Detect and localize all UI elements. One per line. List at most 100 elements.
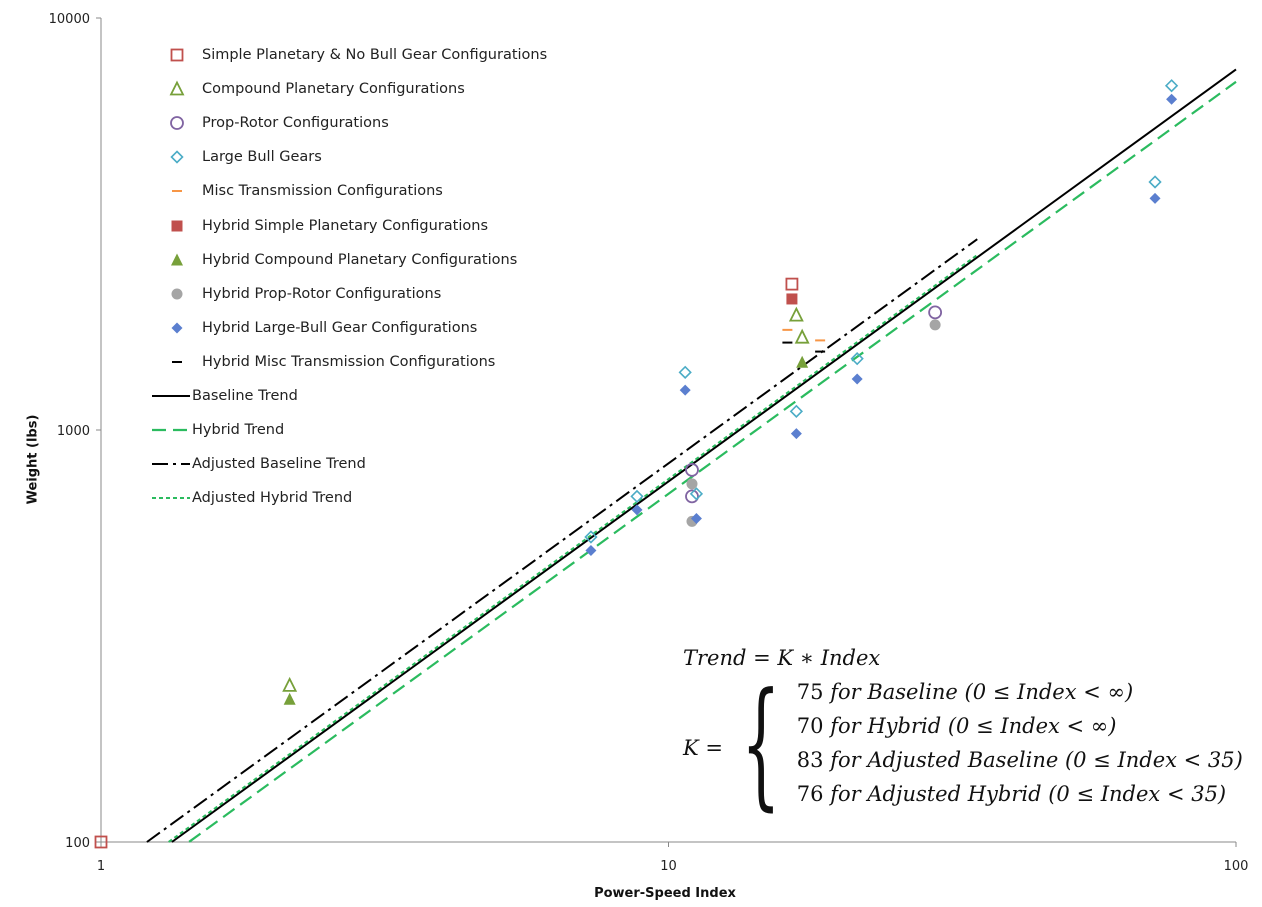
y-tick-label: 100 [65, 836, 90, 851]
formula-case-text: for Hybrid [823, 714, 948, 738]
legend-label: Adjusted Baseline Trend [192, 456, 366, 473]
formula-k: K = [683, 736, 723, 760]
trend-formula: Trend = K ∗ Index K = { 75 for Baseline … [683, 646, 1243, 816]
legend-item: Hybrid Prop-Rotor Configurations [166, 277, 547, 311]
formula-brace: { [741, 663, 781, 824]
formula-case-value: 76 [796, 782, 824, 806]
data-point [850, 352, 864, 366]
trend-line [188, 80, 1237, 843]
legend-item: Hybrid Large-Bull Gear Configurations [166, 311, 547, 345]
data-point [1164, 79, 1179, 93]
data-point [789, 404, 803, 418]
legend: Simple Planetary & No Bull Gear Configur… [152, 38, 547, 515]
legend-item: Large Bull Gears [166, 140, 547, 174]
data-point [1166, 93, 1178, 105]
trend-line [171, 68, 1237, 843]
formula-case-text: for Baseline [823, 680, 965, 704]
legend-symbol [172, 190, 182, 193]
legend-symbol [152, 428, 190, 432]
legend-marker [170, 48, 184, 62]
legend-label: Hybrid Compound Planetary Configurations [202, 251, 518, 268]
legend-item: Compound Planetary Configurations [166, 72, 547, 106]
legend-marker [171, 253, 183, 266]
x-tick-label: 100 [1224, 859, 1249, 874]
legend-symbol [171, 288, 183, 300]
legend-label: Misc Transmission Configurations [202, 183, 443, 200]
legend-item: Hybrid Compound Planetary Configurations [166, 243, 547, 277]
legend-item: Hybrid Simple Planetary Configurations [166, 208, 547, 242]
formula-case-text: for Adjusted Hybrid [823, 782, 1049, 806]
legend-item: Adjusted Baseline Trend [152, 447, 547, 481]
data-point [685, 489, 699, 504]
y-tick-label: 10000 [49, 12, 90, 27]
formula-title: Trend = K ∗ Index [683, 646, 881, 670]
data-point [788, 306, 804, 322]
legend-symbol [171, 220, 183, 232]
formula-cases: 75 for Baseline (0 ≤ Index < ∞) 70 for Hy… [797, 680, 1243, 816]
data-point [631, 504, 643, 516]
data-point [1148, 175, 1162, 189]
data-point [786, 293, 798, 305]
legend-marker [171, 288, 183, 300]
legend-marker [169, 80, 185, 96]
legend-item: Adjusted Hybrid Trend [152, 481, 547, 515]
legend-marker [170, 116, 184, 131]
data-point [690, 512, 702, 524]
data-point [678, 365, 692, 380]
formula-case-value: 75 [796, 680, 824, 704]
legend-symbol [152, 463, 190, 466]
legend-label: Hybrid Large-Bull Gear Configurations [202, 319, 478, 336]
data-point [1149, 192, 1161, 204]
legend-label: Adjusted Hybrid Trend [192, 490, 353, 507]
legend-symbol [152, 497, 190, 500]
formula-case: 70 for Hybrid (0 ≤ Index < ∞) [797, 714, 1243, 748]
formula-case-value: 70 [796, 714, 824, 738]
y-axis-title: Weight (lbs) [25, 414, 41, 505]
legend-label: Large Bull Gears [202, 149, 322, 166]
data-point [679, 384, 691, 396]
formula-case-value: 83 [796, 748, 824, 772]
trend-lines [146, 68, 1237, 843]
formula-case: 75 for Baseline (0 ≤ Index < ∞) [797, 680, 1243, 714]
legend-symbol [169, 80, 185, 96]
legend-item: Simple Planetary & No Bull Gear Configur… [166, 38, 547, 72]
formula-case-condition: (0 ≤ Index < ∞) [964, 680, 1134, 704]
x-tick-label: 10 [660, 859, 677, 874]
x-axis-title: Power-Speed Index [594, 886, 736, 901]
data-point [585, 544, 597, 556]
data-point [796, 355, 809, 368]
legend-symbol [172, 360, 182, 363]
legend-item: Prop-Rotor Configurations [166, 106, 547, 140]
legend-marker [171, 322, 183, 334]
legend-symbol [170, 116, 184, 131]
axes: 100 1000 10000 1 10 100 [49, 12, 1249, 874]
legend-label: Hybrid Misc Transmission Configurations [202, 353, 496, 370]
legend-label: Hybrid Trend [192, 422, 285, 439]
trend-line [146, 238, 978, 843]
data-point [630, 489, 644, 504]
data-point [689, 487, 704, 501]
legend-label: Baseline Trend [192, 387, 298, 404]
legend-marker [170, 150, 184, 164]
formula-case-condition: (0 ≤ Index < 35) [1064, 748, 1243, 772]
data-points [94, 79, 1179, 849]
formula-case-condition: (0 ≤ Index < 35) [1048, 782, 1227, 806]
legend-symbol [152, 394, 190, 397]
legend-label: Hybrid Prop-Rotor Configurations [202, 285, 442, 302]
formula-case: 83 for Adjusted Baseline (0 ≤ Index < 35… [797, 748, 1243, 782]
legend-symbol [171, 322, 183, 334]
data-point [929, 319, 941, 331]
trend-line [168, 254, 978, 843]
data-point [584, 530, 598, 544]
data-point [94, 835, 108, 849]
legend-symbol [171, 253, 183, 266]
x-tick-label: 1 [97, 859, 105, 874]
legend-item: Hybrid Misc Transmission Configurations [166, 345, 547, 379]
y-tick-label: 1000 [57, 424, 90, 439]
legend-symbol [170, 48, 184, 62]
data-point [283, 692, 296, 705]
legend-item: Hybrid Trend [152, 413, 547, 447]
legend-item: Misc Transmission Configurations [166, 174, 547, 208]
legend-marker [171, 220, 183, 232]
data-point [685, 463, 699, 477]
